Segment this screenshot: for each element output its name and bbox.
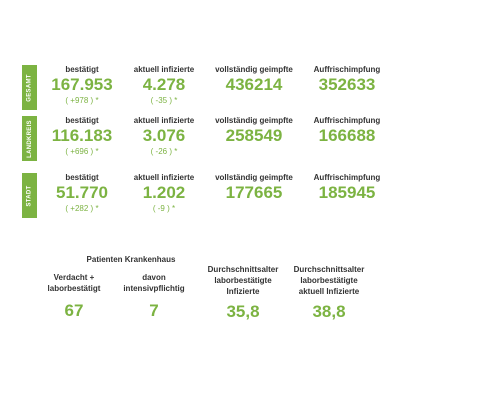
vaccinated-metric: vollständig geimpfte 436214 (199, 65, 309, 95)
metric-label: bestätigt (65, 173, 99, 182)
metric-value: 352633 (318, 75, 376, 94)
metric-value: 116.183 (51, 126, 113, 145)
metric-value: 38,8 (312, 302, 346, 321)
row-badge-label: LANDKREIS (26, 119, 33, 158)
hospital-icu-metric: davon intensivpflichtig 7 (113, 272, 195, 321)
metric-label: Verdacht + laborbestätigt (47, 273, 101, 293)
metric-value: 35,8 (226, 302, 260, 321)
stats-row-stadt: STADT bestätigt 51.770 ( +282 ) * aktuel… (22, 173, 482, 218)
metric-value: 177665 (225, 183, 283, 202)
row-badge: GESAMT (22, 65, 37, 110)
metric-label: aktuell infizierte (133, 173, 195, 182)
metric-label: vollständig geimpfte (215, 173, 293, 182)
metric-change: ( +282 ) * (65, 204, 99, 213)
metric-value: 436214 (225, 75, 283, 94)
average-age-active-metric: Durchschnittsalter laborbestätigte aktue… (283, 264, 375, 322)
metric-value: 3.076 (142, 126, 186, 145)
booster-metric: Auffrischimpfung 185945 (292, 173, 402, 203)
confirmed-metric: bestätigt 167.953 ( +978 ) * (40, 65, 124, 107)
metric-value: 67 (64, 301, 84, 320)
stats-row-gesamt: GESAMT bestätigt 167.953 ( +978 ) * aktu… (22, 65, 482, 110)
metric-label: aktuell infizierte (133, 65, 195, 74)
row-badge: LANDKREIS (22, 116, 37, 161)
metric-label: Auffrischimpfung (313, 116, 381, 125)
row-badge: STADT (22, 173, 37, 218)
metric-value: 166688 (318, 126, 376, 145)
vaccinated-metric: vollständig geimpfte 177665 (199, 173, 309, 203)
metric-value: 1.202 (142, 183, 186, 202)
hospital-suspected-metric: Verdacht + laborbestätigt 67 (35, 272, 113, 321)
metric-label: bestätigt (65, 116, 99, 125)
metric-change: ( -26 ) * (150, 147, 178, 156)
metric-value: 258549 (225, 126, 283, 145)
metric-value: 185945 (318, 183, 376, 202)
metric-change: ( -9 ) * (152, 204, 176, 213)
metric-label: bestätigt (65, 65, 99, 74)
booster-metric: Auffrischimpfung 166688 (292, 116, 402, 146)
metric-label: aktuell infizierte (133, 116, 195, 125)
metric-change: ( +696 ) * (65, 147, 99, 156)
row-badge-label: GESAMT (26, 73, 33, 102)
booster-metric: Auffrischimpfung 352633 (292, 65, 402, 95)
vaccinated-metric: vollständig geimpfte 258549 (199, 116, 309, 146)
metric-value: 7 (149, 301, 159, 320)
active-metric: aktuell infizierte 4.278 ( -35 ) * (122, 65, 206, 107)
hospital-section-title: Patienten Krankenhaus (86, 255, 176, 264)
metric-value: 51.770 (56, 183, 108, 202)
stats-row-landkreis: LANDKREIS bestätigt 116.183 ( +696 ) * a… (22, 116, 482, 161)
metric-change: ( -35 ) * (150, 96, 178, 105)
active-metric: aktuell infizierte 1.202 ( -9 ) * (122, 173, 206, 215)
confirmed-metric: bestätigt 116.183 ( +696 ) * (40, 116, 124, 158)
metric-label: Auffrischimpfung (313, 65, 381, 74)
metric-value: 167.953 (51, 75, 113, 94)
metric-label: vollständig geimpfte (215, 116, 293, 125)
metric-label: Durchschnittsalter laborbestätigte aktue… (293, 265, 365, 296)
metric-label: davon intensivpflichtig (123, 273, 185, 293)
confirmed-metric: bestätigt 51.770 ( +282 ) * (40, 173, 124, 215)
metric-change: ( +978 ) * (65, 96, 99, 105)
metric-label: Durchschnittsalter laborbestätigte Infiz… (207, 265, 279, 296)
metric-label: Auffrischimpfung (313, 173, 381, 182)
active-metric: aktuell infizierte 3.076 ( -26 ) * (122, 116, 206, 158)
average-age-confirmed-metric: Durchschnittsalter laborbestätigte Infiz… (193, 264, 293, 322)
metric-value: 4.278 (142, 75, 186, 94)
row-badge-label: STADT (26, 184, 33, 207)
metric-label: vollständig geimpfte (215, 65, 293, 74)
